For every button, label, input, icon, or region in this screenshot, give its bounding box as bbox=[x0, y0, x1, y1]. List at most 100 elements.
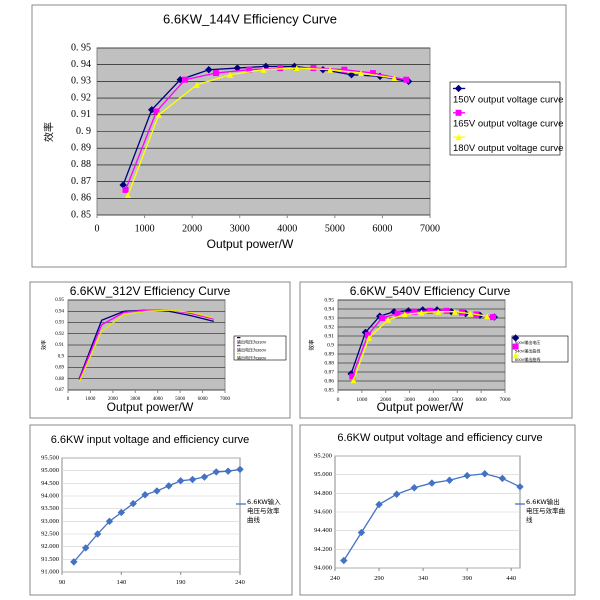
marker bbox=[411, 308, 418, 315]
y-tick-label: 0. 87 bbox=[71, 176, 91, 187]
legend-label: 500V输出电压 bbox=[515, 339, 540, 345]
marker bbox=[498, 474, 507, 483]
marker bbox=[445, 476, 454, 484]
y-tick-label: 0.87 bbox=[55, 388, 64, 393]
x-tick-label: 6000 bbox=[372, 223, 392, 234]
marker bbox=[212, 468, 220, 476]
x-tick-label: 0 bbox=[337, 397, 340, 403]
legend-label: 165V output voltage curve bbox=[453, 119, 563, 130]
marker bbox=[129, 499, 137, 508]
y-tick-label: 0. 94 bbox=[71, 59, 91, 70]
legend-box bbox=[449, 81, 561, 156]
legend: 6.6KW输出电压与效率曲线 bbox=[526, 498, 565, 524]
y-tick-label: 0.95 bbox=[55, 298, 64, 303]
marker bbox=[224, 467, 232, 475]
series-line bbox=[124, 67, 407, 191]
y-tick-label: 0. 86 bbox=[71, 193, 91, 204]
legend-label: 6.6KW输出电压与效率曲线 bbox=[526, 498, 565, 524]
marker bbox=[484, 313, 491, 320]
x-tick-label: 7000 bbox=[500, 397, 511, 403]
marker bbox=[435, 308, 442, 315]
series-line bbox=[78, 309, 214, 381]
x-tick-label: 7000 bbox=[420, 223, 440, 234]
marker bbox=[481, 470, 489, 478]
marker bbox=[193, 81, 200, 88]
marker bbox=[340, 556, 348, 565]
marker bbox=[392, 490, 401, 498]
legend: 6.6KW输入电压与效率曲线 bbox=[247, 498, 281, 524]
y-tick-label: 0. 89 bbox=[71, 142, 91, 153]
legend-label: 540V输出曲线 bbox=[515, 347, 540, 353]
marker bbox=[227, 71, 234, 78]
marker bbox=[454, 84, 463, 93]
marker bbox=[410, 484, 418, 492]
marker bbox=[366, 334, 373, 341]
marker bbox=[105, 517, 114, 526]
marker bbox=[418, 309, 425, 316]
marker bbox=[391, 75, 398, 82]
marker bbox=[341, 66, 348, 73]
y-tick-label: 0.85 bbox=[324, 387, 334, 393]
marker bbox=[182, 76, 189, 83]
marker bbox=[70, 558, 78, 566]
y-tick-label: 0.9 bbox=[58, 354, 65, 359]
marker bbox=[122, 186, 129, 193]
x-tick-label: 6000 bbox=[476, 397, 487, 403]
x-tick-label: 3000 bbox=[130, 397, 141, 402]
y-tick-label: 0. 88 bbox=[71, 159, 91, 170]
x-tick-label: 3000 bbox=[404, 397, 415, 403]
marker bbox=[401, 311, 408, 318]
x-tick-label: 4000 bbox=[153, 397, 164, 402]
marker bbox=[364, 332, 371, 339]
x-tick-label: 4000 bbox=[277, 223, 297, 234]
y-tick-label: 95.500 bbox=[41, 454, 59, 461]
x-tick-label: 2000 bbox=[182, 223, 202, 234]
marker bbox=[327, 66, 334, 73]
marker bbox=[455, 134, 462, 141]
x-tick-label: 6000 bbox=[198, 397, 209, 402]
marker bbox=[293, 65, 300, 72]
marker bbox=[385, 316, 392, 323]
chart: 6.6KW output voltage and efficiency curv… bbox=[299, 424, 576, 596]
marker bbox=[310, 65, 317, 72]
marker bbox=[165, 482, 173, 490]
y-tick-label: 0.93 bbox=[324, 315, 334, 321]
marker bbox=[369, 70, 376, 77]
y-tick-label: 94.000 bbox=[41, 492, 59, 499]
legend-box bbox=[511, 335, 569, 363]
y-tick-label: 0.94 bbox=[55, 309, 64, 314]
y-tick-label: 94.500 bbox=[41, 480, 59, 487]
marker bbox=[379, 315, 386, 321]
marker bbox=[176, 477, 185, 485]
y-tick-label: 0.89 bbox=[324, 351, 334, 357]
marker bbox=[357, 528, 366, 537]
legend-label: 输出电压为360V bbox=[237, 346, 267, 352]
marker bbox=[349, 373, 356, 380]
y-tick-label: 0. 91 bbox=[71, 109, 91, 120]
y-tick-label: 0. 85 bbox=[71, 209, 91, 220]
y-axis-label: 效率 bbox=[40, 340, 47, 350]
x-axis-label: Output power/W bbox=[107, 400, 194, 414]
y-tick-label: 94.200 bbox=[314, 546, 332, 553]
chart: 6.6KW_144V Efficiency Curve 0. 85 0. 86 0. … bbox=[31, 4, 567, 268]
legend-label: 6.6KW输入电压与效率曲线 bbox=[247, 498, 281, 524]
y-tick-label: 0.86 bbox=[324, 378, 334, 384]
chart-title: 6.6KW input voltage and efficiency curve bbox=[51, 434, 250, 446]
marker bbox=[467, 310, 474, 317]
x-tick-label: 340 bbox=[418, 575, 428, 582]
marker bbox=[82, 544, 90, 552]
chart-title: 6.6KW_312V Efficiency Curve bbox=[70, 284, 231, 298]
y-tick-label: 0.95 bbox=[324, 297, 334, 303]
marker bbox=[394, 310, 401, 317]
chart-title: 6.6KW_144V Efficiency Curve bbox=[163, 11, 337, 26]
x-tick-label: 140 bbox=[116, 579, 126, 586]
series-line bbox=[78, 309, 214, 383]
chart: 6.6KW input voltage and efficiency curve… bbox=[29, 424, 293, 596]
x-tick-label: 5000 bbox=[175, 397, 186, 402]
x-tick-label: 1000 bbox=[356, 397, 367, 403]
y-tick-label: 93.000 bbox=[41, 518, 59, 525]
marker bbox=[141, 491, 149, 499]
marker bbox=[246, 66, 253, 73]
y-tick-label: 0.91 bbox=[324, 333, 334, 339]
